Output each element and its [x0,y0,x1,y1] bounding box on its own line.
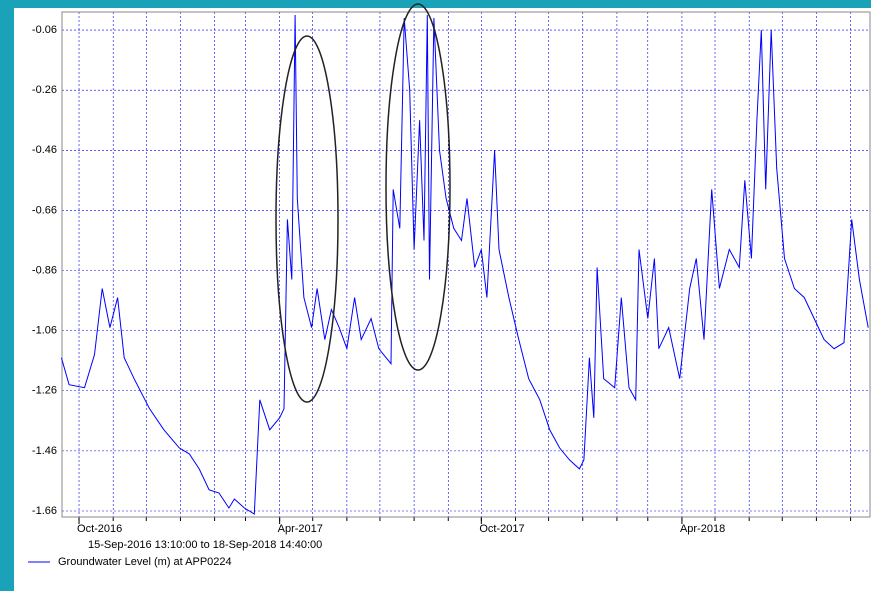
y-tick-label: -0.26 [32,84,57,96]
x-tick-label: Apr-2017 [278,523,323,535]
y-tick-label: -1.66 [32,505,57,517]
x-tick-label: Oct-2016 [77,523,122,535]
y-tick-label: -0.66 [32,204,57,216]
y-tick-label: -0.86 [32,264,57,276]
grid [62,12,870,524]
plot-border [61,11,871,518]
y-tick-label: -1.46 [32,445,57,457]
annotation-ellipse [385,3,451,371]
top-frame [0,0,871,8]
legend-label: Groundwater Level (m) at APP0224 [58,556,232,568]
data-line [60,14,869,515]
left-frame [0,0,14,591]
subtitle: 15-Sep-2016 13:10:00 to 18-Sep-2018 14:4… [88,539,322,551]
annotation-ellipse [275,35,339,403]
y-tick-label: -1.26 [32,385,57,397]
y-tick-label: -0.46 [32,144,57,156]
y-tick-label: -1.06 [32,325,57,337]
y-tick-label: -0.06 [32,24,57,36]
plot [60,14,869,515]
x-tick-label: Oct-2017 [479,523,524,535]
x-tick-label: Apr-2018 [680,523,725,535]
